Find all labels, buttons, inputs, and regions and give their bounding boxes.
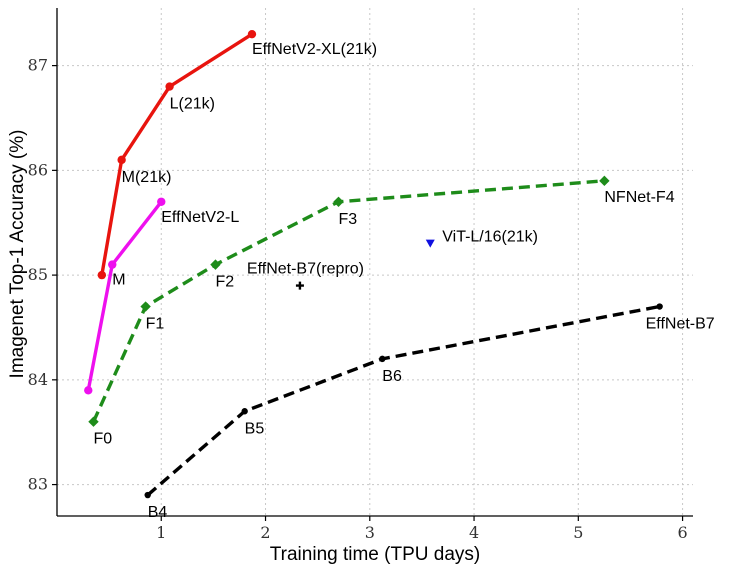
data-point-effnetv2 [157,197,166,206]
series-effnet-b7-repro [295,281,304,290]
data-point-effnet [241,408,248,415]
point-label-effnetv2-21k: L(21k) [170,96,215,113]
x-tick-label: 3 [365,523,375,542]
y-tick-label: 83 [28,475,48,494]
point-label-effnet-b7-repro: EffNet-B7(repro) [247,261,364,278]
data-point-effnet [656,303,663,310]
grid-layer [57,8,693,516]
x-tick-label: 5 [573,523,583,542]
data-point-effnetv2-21k [97,270,107,280]
point-label-effnet: B5 [245,420,265,437]
label-layer: M(21k) L(21k) EffNetV2-XL(21k) M EffNetV2-L F… [93,41,714,521]
y-tick-label: 85 [28,265,48,284]
x-axis-title: Training time (TPU days) [270,544,480,565]
point-label-effnet: EffNet-B7 [646,316,715,333]
y-axis-title: Imagenet Top-1 Accuracy (%) [7,130,28,379]
data-point-effnetv2-21k [247,29,257,39]
point-label-effnetv2: EffNetV2-L [161,209,239,226]
point-label-nfnet: F0 [93,431,112,448]
data-point-nfnet [88,416,99,427]
data-point-vit-l-16-21k [425,239,435,248]
axis-layer: 1 2 3 4 5 6 83 84 85 86 87 [28,8,693,542]
data-point-nfnet [333,196,344,207]
series-line-effnetv2-21k [100,32,253,276]
x-tick-label: 1 [156,523,166,542]
data-point-nfnet [140,301,151,312]
point-label-effnet: B4 [148,504,168,521]
series-vit-l-16-21k [425,239,435,248]
point-label-effnet: B6 [382,368,402,385]
x-tick-label: 2 [260,523,270,542]
data-point-nfnet [210,259,221,270]
data-point-effnetv2-21k [165,82,174,91]
data-point-nfnet [599,175,610,187]
data-point-effnetv2 [84,386,93,395]
x-tick-label: 6 [677,523,687,542]
data-point-effnet [144,491,151,499]
series-effnetv2 [84,197,166,395]
series-layer [84,29,663,499]
point-label-nfnet: NFNet-F4 [604,189,674,206]
point-label-effnetv2: M [112,272,125,289]
point-label-vit-l-16-21k: ViT-L/16(21k) [442,229,538,246]
y-tick-label: 86 [28,160,48,179]
point-label-effnetv2-21k: M(21k) [122,169,172,186]
data-point-effnet [379,355,386,363]
point-label-nfnet: F2 [215,274,234,291]
data-point-effnetv2-21k [117,155,126,165]
x-tick-label: 4 [469,523,479,542]
point-label-nfnet: F1 [146,316,165,333]
data-point-effnet-b7-repro [295,281,304,290]
series-effnetv2-21k [97,29,257,280]
series-nfnet [88,175,610,427]
y-tick-label: 84 [28,370,48,389]
series-line-effnet [146,304,660,497]
point-label-effnetv2-21k: EffNetV2-XL(21k) [252,41,377,58]
point-label-nfnet: F3 [339,211,358,228]
y-tick-label: 87 [28,56,48,75]
series-line-effnetv2 [86,200,163,391]
data-point-effnetv2 [108,260,117,269]
series-effnet [144,303,663,499]
